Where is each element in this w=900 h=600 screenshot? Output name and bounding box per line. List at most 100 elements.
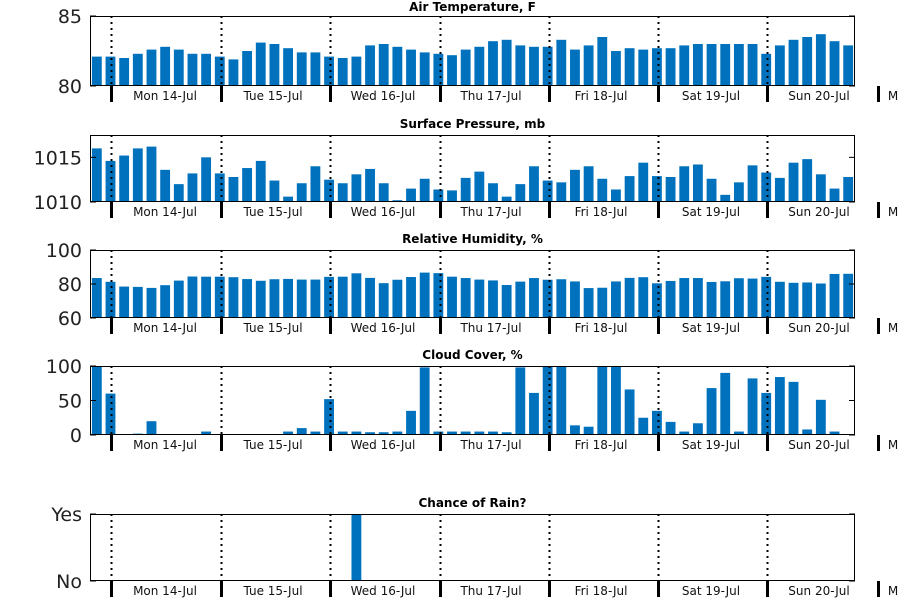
data-bar [638,277,649,318]
data-bar [119,155,130,202]
data-bar [337,276,348,318]
x-tick-label: Thu 17-Jul [459,89,521,103]
data-bar [433,431,444,435]
data-bar [201,431,212,435]
data-bar [146,421,157,435]
data-bar [802,429,813,435]
data-bar [365,45,375,86]
chart-panel-4: Cloud Cover, % 0 50 100 Mon 14-Jul Tue 15-Jul… [46,348,898,452]
y-tick-label: 80 [58,274,82,296]
data-bar [542,180,553,202]
data-bar [747,278,758,318]
data-bar [365,277,375,318]
x-tick-label: Sat 19-Jul [682,584,740,598]
x-tick-label: Thu 17-Jul [459,321,521,335]
x-tick-label: Sun 20-Jul [788,89,849,103]
data-bar [733,182,744,202]
data-bar [474,279,485,318]
x-tick-label: M [888,205,898,219]
data-bar [556,182,567,202]
x-tick-label: Mon 14-Jul [133,438,197,452]
data-bar [419,178,430,202]
data-bar [146,49,157,86]
data-bar [788,162,799,202]
data-bar [474,431,485,435]
data-bar [460,278,471,318]
data-bar [474,46,485,86]
panel-title: Relative Humidity, % [402,232,543,246]
data-bar [132,148,143,202]
data-bar [815,399,826,435]
data-bar [105,160,116,202]
x-tick-label: Wed 16-Jul [351,438,416,452]
data-bar [692,44,703,86]
data-bar [474,171,485,202]
data-bar [214,173,225,202]
data-bar [501,432,512,435]
data-bar [679,45,690,86]
data-bar [173,184,184,202]
data-bar [460,177,471,202]
data-bar [269,279,280,318]
y-tick-label: 1010 [34,192,82,214]
data-bar [91,278,102,318]
panel-title: Chance of Rain? [418,496,526,510]
data-bar [843,176,854,202]
x-tick-label: Fri 18-Jul [575,205,628,219]
data-bar [679,278,690,318]
data-bar [255,280,266,318]
data-bar [406,49,416,86]
data-bar [228,59,239,86]
data-bar [105,281,116,318]
data-bar [488,280,498,318]
y-tick-label: 85 [58,6,82,28]
data-bar [652,283,662,318]
data-bar [761,53,772,86]
data-bar [597,366,608,435]
data-bar [692,423,703,435]
data-bar [733,431,744,435]
data-bar [774,281,785,318]
data-bar [447,276,457,318]
data-bar [597,178,608,202]
data-bar [324,56,334,86]
x-tick-label: M [888,321,898,335]
data-bar [733,278,744,318]
data-bar [269,180,280,202]
data-bar [692,278,703,318]
data-bar [201,157,212,202]
data-bar [706,388,717,435]
data-bar [611,281,621,318]
x-tick-label: Sat 19-Jul [682,438,740,452]
data-bar [747,44,758,86]
data-bar [283,278,293,318]
data-bar [91,56,102,86]
x-tick-label: Thu 17-Jul [459,205,521,219]
plot-frame [90,16,855,86]
data-bar [624,176,635,202]
data-bar [802,159,813,202]
data-bar [406,410,416,435]
data-bar [173,49,184,86]
data-bar [529,166,539,202]
data-bar [392,431,403,435]
chart-panel-1: Air Temperature, F 80 85 Mon 14-Jul Tue 15-J… [58,0,898,103]
data-bar [392,46,403,86]
data-bar [228,277,239,318]
data-bar [529,46,539,86]
data-bar [146,146,157,202]
data-bar [419,367,430,435]
data-bar [583,426,594,435]
data-bar [624,277,635,318]
data-bar [515,45,526,86]
data-bar [269,44,280,86]
data-bar [337,58,348,86]
data-bar [815,283,826,318]
data-bar [501,285,512,318]
data-bar [802,37,813,86]
data-bar [747,378,758,435]
data-bar [351,56,362,86]
x-tick-label: Mon 14-Jul [133,584,197,598]
y-tick-label: 80 [58,76,82,98]
data-bar [542,279,553,318]
